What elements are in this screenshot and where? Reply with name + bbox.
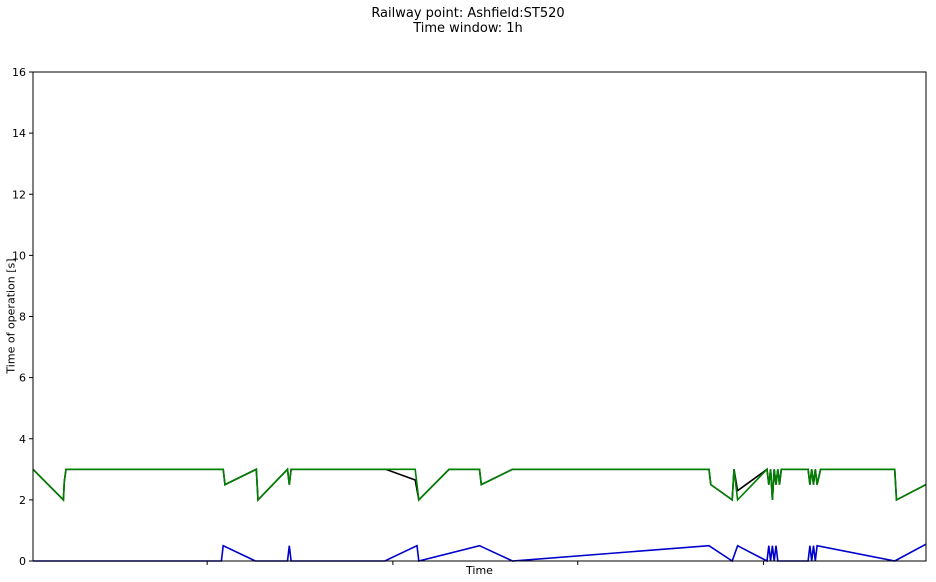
y-tick-label: 0: [19, 555, 26, 568]
x-axis-label: Time: [466, 564, 493, 577]
y-tick-label: 10: [12, 249, 26, 262]
y-tick-label: 16: [12, 66, 26, 79]
series-line-2: [32, 467, 927, 502]
y-tick-label: 6: [19, 372, 26, 385]
y-tick-label: 2: [19, 494, 26, 507]
x-axis: [206, 561, 764, 565]
y-tick-label: 12: [12, 188, 26, 201]
y-tick-label: 8: [19, 311, 26, 324]
y-axis-label: Time of operation [s]: [4, 258, 18, 374]
y-axis: 0 2 4 6 8 10 12 14 16: [12, 66, 33, 568]
chart-subtitle: Time window: 1h: [413, 21, 523, 36]
chart-title: Railway point: Ashfield:ST520: [371, 6, 565, 21]
plot-background: [33, 72, 926, 561]
y-tick-label: 4: [19, 433, 26, 446]
y-tick-label: 14: [12, 127, 26, 140]
plot-area: 0 2 4 6 8 10 12 14 16: [12, 66, 927, 568]
